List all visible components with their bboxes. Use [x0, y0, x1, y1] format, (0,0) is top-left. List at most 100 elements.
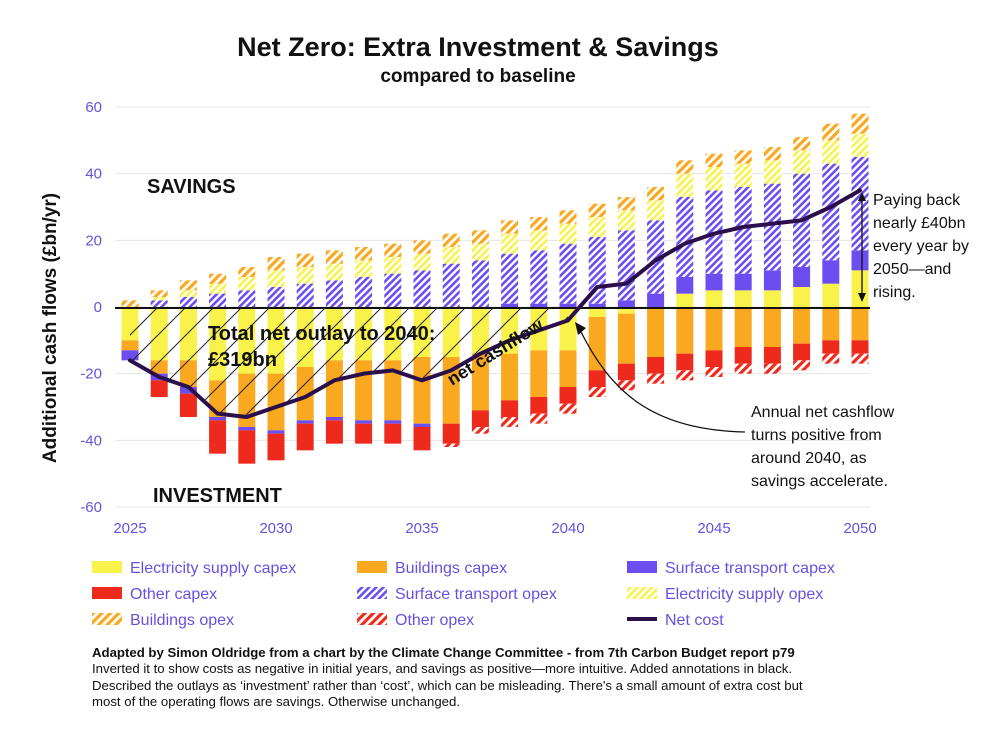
- legend-swatch: [357, 587, 387, 599]
- legend-label: Other capex: [130, 586, 217, 603]
- outlay-hatch-line: [130, 307, 187, 417]
- bar-other_capex-2038: [501, 400, 519, 417]
- bar-electricity_supply_opex-2031: [296, 267, 314, 284]
- bar-electricity_supply_opex-2033: [355, 260, 373, 277]
- bar-buildings_opex-2034: [384, 243, 402, 257]
- bar-surface_transport_opex-2030: [267, 287, 285, 307]
- bar-surface_transport_capex-2031: [296, 420, 314, 424]
- bar-buildings_capex-2049: [822, 307, 840, 341]
- bar-buildings_opex-2031: [296, 253, 314, 267]
- bar-buildings_opex-2026: [150, 290, 168, 297]
- bar-other_opex-2043: [647, 373, 665, 384]
- legend: Electricity supply capex Buildings capex S…: [92, 560, 835, 629]
- legend-swatch: [357, 561, 387, 573]
- y-tick-label: 20: [85, 232, 102, 249]
- bar-buildings_opex-2044: [676, 160, 694, 174]
- legend-swatch: [92, 613, 122, 625]
- bar-surface_transport_capex-2043: [647, 293, 665, 307]
- bar-surface_transport_opex-2046: [734, 187, 752, 274]
- bar-buildings_opex-2050: [851, 113, 869, 134]
- outlay-hatch-line: [137, 307, 299, 417]
- outlay-hatch-line: [130, 307, 159, 417]
- bar-electricity_supply_capex-2032: [325, 307, 343, 361]
- bar-electricity_supply_opex-2041: [588, 217, 606, 237]
- bar-other_opex-2049: [822, 353, 840, 364]
- bar-other_capex-2043: [647, 357, 665, 374]
- legend-swatch: [92, 561, 122, 573]
- outlay-hatch-line: [193, 307, 355, 417]
- bar-other_capex-2029: [238, 430, 256, 464]
- bar-surface_transport_capex-2050: [851, 250, 869, 271]
- outlay-hatch-line: [221, 307, 383, 417]
- bar-surface_transport_capex-2044: [676, 277, 694, 294]
- bar-surface_transport_opex-2049: [822, 163, 840, 261]
- bar-electricity_supply_opex-2032: [325, 263, 343, 281]
- bar-surface_transport_opex-2032: [325, 280, 343, 307]
- bar-surface_transport_opex-2031: [296, 283, 314, 307]
- payback-text-4: 2050—and: [873, 261, 951, 278]
- x-tick-label: 2035: [405, 520, 438, 537]
- legend-label: Buildings opex: [130, 612, 234, 629]
- y-tick-label: -20: [80, 366, 102, 383]
- legend-item-buildings_capex: Buildings capex: [357, 560, 507, 577]
- bar-other_capex-2035: [413, 427, 431, 451]
- bar-electricity_supply_opex-2043: [647, 200, 665, 221]
- legend-label: Buildings capex: [395, 560, 507, 577]
- bar-other_capex-2028: [209, 420, 227, 454]
- bar-surface_transport_capex-2049: [822, 260, 840, 284]
- legend-item-buildings_opex: Buildings opex: [92, 612, 234, 629]
- bar-electricity_supply_capex-2033: [355, 307, 373, 361]
- bar-buildings_opex-2030: [267, 257, 285, 271]
- bar-electricity_supply_capex-2027: [179, 307, 197, 361]
- bar-other_opex-2044: [676, 370, 694, 381]
- bar-other_capex-2050: [851, 340, 869, 354]
- bar-electricity_supply_capex-2030: [267, 307, 285, 374]
- bar-surface_transport_capex-2045: [705, 273, 723, 291]
- positive-text-1: Annual net cashflow: [751, 404, 895, 421]
- bar-surface_transport_capex-2033: [355, 420, 373, 424]
- payback-arrow-head-up: [858, 192, 866, 201]
- bar-buildings_capex-2042: [617, 313, 635, 364]
- notes-credit: Adapted by Simon Oldridge from a chart b…: [92, 645, 795, 660]
- legend-item-other_capex: Other capex: [92, 586, 217, 603]
- legend-swatch: [627, 561, 657, 573]
- bar-buildings_capex-2034: [384, 360, 402, 421]
- bar-buildings_capex-2046: [734, 307, 752, 347]
- chart: Net Zero: Extra Investment & Savings com…: [40, 32, 969, 629]
- bar-surface_transport_capex-2025: [121, 350, 139, 361]
- bar-buildings_opex-2028: [209, 273, 227, 284]
- bar-surface_transport_capex-2047: [763, 270, 781, 291]
- bar-surface_transport_opex-2027: [179, 297, 197, 307]
- x-tick-label: 2025: [113, 520, 146, 537]
- outlay-hatch-line: [165, 307, 327, 417]
- bar-buildings_capex-2048: [793, 307, 811, 344]
- bar-electricity_supply_capex-2029: [238, 307, 256, 374]
- bar-other_capex-2031: [296, 423, 314, 451]
- bar-buildings_opex-2041: [588, 203, 606, 217]
- bar-buildings_capex-2026: [150, 360, 168, 374]
- bar-surface_transport_capex-2034: [384, 420, 402, 424]
- x-tick-label: 2040: [551, 520, 584, 537]
- x-tick-labels: 2025 2030 2035 2040 2045 2050: [113, 520, 876, 537]
- bar-other_opex-2042: [617, 380, 635, 391]
- bar-other_capex-2032: [325, 420, 343, 444]
- bar-buildings_opex-2027: [179, 280, 197, 291]
- legend-label: Surface transport opex: [395, 586, 557, 603]
- bar-buildings_opex-2048: [793, 137, 811, 151]
- legend-label: Other opex: [395, 612, 474, 629]
- bar-other_capex-2033: [355, 423, 373, 444]
- bar-surface_transport_opex-2034: [384, 273, 402, 307]
- bar-buildings_opex-2025: [121, 300, 139, 307]
- notes-line-3: most of the operating flows are savings.…: [92, 694, 460, 710]
- bar-surface_transport_opex-2037: [471, 260, 489, 307]
- bar-buildings_capex-2030: [267, 373, 285, 431]
- bar-other_capex-2037: [471, 410, 489, 427]
- bar-other_capex-2040: [559, 387, 577, 404]
- bar-electricity_supply_opex-2047: [763, 160, 781, 184]
- bar-electricity_supply_capex-2041: [588, 307, 606, 317]
- bar-surface_transport_opex-2043: [647, 220, 665, 294]
- bar-buildings_capex-2050: [851, 307, 869, 341]
- bar-electricity_supply_opex-2037: [471, 243, 489, 261]
- bar-buildings_opex-2029: [238, 267, 256, 277]
- bar-surface_transport_capex-2038: [501, 303, 519, 307]
